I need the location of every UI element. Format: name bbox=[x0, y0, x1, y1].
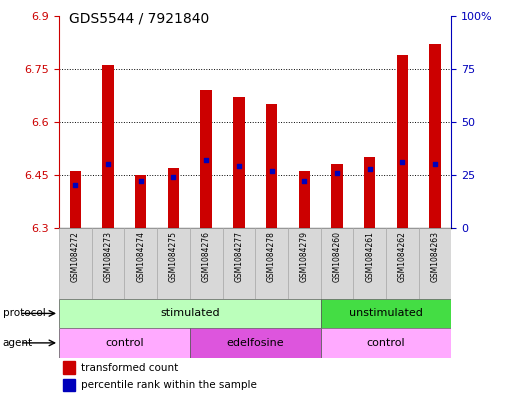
Text: GSM1084275: GSM1084275 bbox=[169, 231, 178, 283]
Text: GSM1084274: GSM1084274 bbox=[136, 231, 145, 283]
Bar bbox=[92, 228, 125, 299]
Text: GSM1084277: GSM1084277 bbox=[234, 231, 243, 283]
Text: agent: agent bbox=[3, 338, 33, 348]
Bar bbox=[299, 171, 310, 228]
Bar bbox=[201, 90, 212, 228]
Point bbox=[398, 159, 406, 165]
Bar bbox=[102, 65, 114, 228]
Bar bbox=[364, 157, 376, 228]
Text: unstimulated: unstimulated bbox=[349, 309, 423, 318]
Bar bbox=[63, 379, 75, 391]
Text: GSM1084278: GSM1084278 bbox=[267, 231, 276, 282]
Text: GDS5544 / 7921840: GDS5544 / 7921840 bbox=[69, 12, 209, 26]
Point bbox=[169, 174, 177, 180]
Bar bbox=[59, 299, 321, 328]
Point bbox=[71, 182, 80, 189]
Bar bbox=[321, 299, 451, 328]
Text: control: control bbox=[367, 338, 405, 348]
Point bbox=[136, 178, 145, 184]
Text: GSM1084273: GSM1084273 bbox=[104, 231, 112, 283]
Bar bbox=[223, 228, 255, 299]
Text: GSM1084263: GSM1084263 bbox=[430, 231, 440, 283]
Text: GSM1084260: GSM1084260 bbox=[332, 231, 342, 283]
Point bbox=[366, 165, 374, 172]
Bar bbox=[135, 175, 147, 228]
Text: GSM1084276: GSM1084276 bbox=[202, 231, 211, 283]
Point bbox=[431, 161, 439, 167]
Point bbox=[104, 161, 112, 167]
Point bbox=[235, 163, 243, 169]
Text: transformed count: transformed count bbox=[81, 362, 178, 373]
Bar bbox=[386, 228, 419, 299]
Text: edelfosine: edelfosine bbox=[226, 338, 284, 348]
Bar bbox=[233, 97, 245, 228]
Point bbox=[202, 157, 210, 163]
Text: stimulated: stimulated bbox=[160, 309, 220, 318]
Text: control: control bbox=[105, 338, 144, 348]
Bar bbox=[168, 168, 179, 228]
Bar bbox=[288, 228, 321, 299]
Bar bbox=[124, 228, 157, 299]
Point bbox=[333, 170, 341, 176]
Bar bbox=[190, 328, 321, 358]
Bar bbox=[190, 228, 223, 299]
Bar bbox=[255, 228, 288, 299]
Bar bbox=[397, 55, 408, 228]
Text: GSM1084279: GSM1084279 bbox=[300, 231, 309, 283]
Text: protocol: protocol bbox=[3, 309, 45, 318]
Bar bbox=[419, 228, 451, 299]
Text: GSM1084261: GSM1084261 bbox=[365, 231, 374, 282]
Text: GSM1084272: GSM1084272 bbox=[71, 231, 80, 282]
Bar bbox=[429, 44, 441, 228]
Bar bbox=[331, 164, 343, 228]
Point bbox=[300, 178, 308, 184]
Bar bbox=[353, 228, 386, 299]
Point bbox=[267, 167, 275, 174]
Bar bbox=[59, 328, 190, 358]
Bar bbox=[157, 228, 190, 299]
Bar bbox=[266, 104, 278, 228]
Bar bbox=[321, 328, 451, 358]
Text: GSM1084262: GSM1084262 bbox=[398, 231, 407, 282]
Bar bbox=[321, 228, 353, 299]
Text: percentile rank within the sample: percentile rank within the sample bbox=[81, 380, 256, 390]
Bar bbox=[59, 228, 92, 299]
Bar bbox=[63, 361, 75, 373]
Bar bbox=[70, 171, 81, 228]
